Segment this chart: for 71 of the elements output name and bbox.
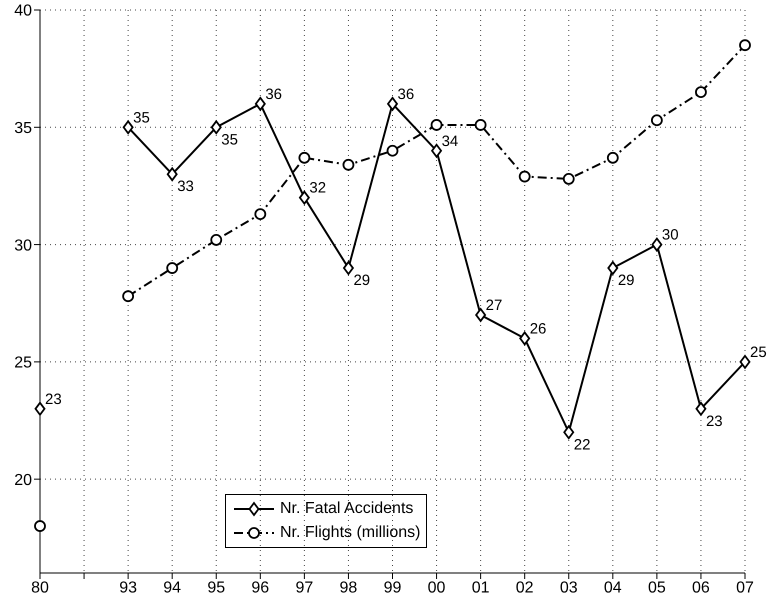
x-tick-label: 06 (692, 579, 710, 596)
point (343, 261, 354, 275)
data-label: 35 (221, 131, 238, 148)
point (166, 262, 178, 274)
x-tick-label: 07 (736, 579, 754, 596)
x-tick-label: 95 (207, 579, 226, 596)
point (122, 290, 134, 302)
data-label: 32 (309, 180, 326, 197)
data-label: 25 (750, 344, 767, 361)
x-tick-label: 05 (648, 579, 666, 596)
x-tick-label: 97 (295, 579, 314, 596)
y-tick-label: 30 (14, 237, 32, 254)
point (386, 144, 398, 157)
data-label: 23 (706, 412, 723, 430)
point (166, 167, 178, 182)
legend-label: Nr. Fatal Accidents (280, 500, 414, 518)
data-label: 29 (618, 272, 634, 290)
point (34, 402, 46, 416)
data-label: 35 (133, 109, 150, 126)
y-tick-label: 20 (14, 472, 32, 489)
point (430, 119, 442, 131)
point (298, 152, 310, 164)
data-label: 36 (265, 86, 282, 103)
x-tick-label: 96 (251, 579, 270, 596)
y-tick-label: 40 (14, 2, 32, 20)
legend-label: Nr. Flights (millions) (280, 524, 420, 542)
point (387, 96, 398, 111)
point (210, 120, 222, 134)
point (651, 238, 662, 252)
point (563, 425, 574, 440)
data-label: 22 (574, 436, 590, 454)
x-tick-label: 99 (384, 579, 402, 596)
point (210, 234, 222, 246)
y-tick-label: 35 (14, 120, 32, 137)
point (298, 190, 310, 205)
point (650, 114, 663, 126)
point (431, 144, 442, 158)
x-tick-label: 02 (516, 579, 534, 596)
point (606, 152, 619, 164)
x-tick-label: 98 (340, 579, 358, 596)
data-label: 29 (353, 272, 370, 290)
data-label: 27 (486, 296, 502, 314)
x-tick-label: 94 (163, 579, 182, 596)
x-tick-label: 01 (472, 579, 490, 596)
point (122, 120, 134, 134)
data-label: 26 (530, 320, 546, 338)
data-label: 23 (45, 390, 62, 408)
x-tick-label: 93 (119, 579, 138, 596)
point (254, 96, 266, 111)
point (518, 170, 531, 182)
point (34, 520, 46, 532)
data-label: 33 (177, 178, 194, 196)
y-tick-label: 25 (14, 354, 32, 372)
data-label: 34 (442, 132, 458, 150)
point (475, 308, 486, 322)
point (562, 173, 575, 185)
point (254, 208, 266, 220)
x-tick-label: 03 (560, 579, 578, 596)
data-label: 36 (398, 86, 414, 103)
point (695, 86, 707, 98)
x-tick-label: 80 (31, 579, 49, 596)
x-tick-label: 00 (428, 579, 446, 596)
point (740, 354, 750, 369)
point (607, 261, 618, 275)
point (474, 119, 487, 131)
point (342, 158, 354, 171)
x-tick-label: 04 (604, 579, 622, 596)
point (696, 402, 706, 416)
point (519, 332, 530, 346)
data-label: 30 (662, 226, 679, 244)
point (739, 39, 751, 52)
